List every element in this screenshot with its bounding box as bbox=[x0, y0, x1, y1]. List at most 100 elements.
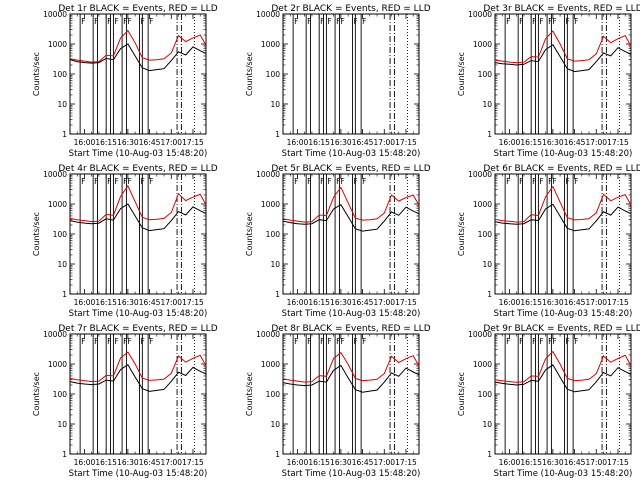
flag-marker: F bbox=[114, 17, 118, 26]
events-series-line bbox=[494, 43, 632, 73]
flag-marker: F bbox=[565, 177, 569, 186]
flag-marker: F bbox=[107, 177, 111, 186]
x-tick-label: 16:00 bbox=[74, 138, 96, 147]
flag-marker: F bbox=[539, 337, 543, 346]
x-tick-label: 16:45 bbox=[352, 458, 374, 467]
x-tick-label: 16:00 bbox=[74, 298, 96, 307]
x-tick-label: 17:00 bbox=[585, 458, 607, 467]
x-tick-label: 16:30 bbox=[117, 298, 139, 307]
flag-marker: F bbox=[127, 177, 131, 186]
lld-series-line bbox=[494, 30, 632, 64]
y-tick-label: 1 bbox=[275, 130, 280, 139]
flag-marker: F bbox=[336, 177, 340, 186]
detector-panel-8: Det 8r BLACK = Events, RED = LLD 1 10 100 10… bbox=[245, 324, 431, 479]
lld-series-line bbox=[282, 186, 420, 223]
flag-marker: F bbox=[127, 17, 131, 26]
plot-frame bbox=[494, 333, 632, 455]
flag-marker: F bbox=[362, 177, 366, 186]
y-tick-label: 100 bbox=[53, 230, 68, 239]
flag-marker: F bbox=[336, 337, 340, 346]
y-tick-label: 1000 bbox=[261, 40, 280, 49]
flag-marker: F bbox=[552, 17, 556, 26]
flag-marker: F bbox=[81, 177, 85, 186]
flag-marker: F bbox=[506, 337, 510, 346]
x-axis-label: Start Time (10-Aug-03 15:48:20) bbox=[69, 469, 208, 479]
flag-marker: F bbox=[565, 337, 569, 346]
y-axis-label: Counts/sec bbox=[457, 52, 466, 96]
flag-marker: F bbox=[81, 17, 85, 26]
lld-series-line bbox=[494, 350, 632, 383]
x-axis-label: Start Time (10-Aug-03 15:48:20) bbox=[69, 149, 208, 159]
x-tick-label: 17:00 bbox=[373, 298, 395, 307]
y-tick-label: 10 bbox=[482, 260, 492, 269]
y-tick-label: 100 bbox=[266, 70, 281, 79]
flag-marker: F bbox=[548, 337, 552, 346]
flag-marker: F bbox=[327, 17, 331, 26]
x-tick-label: 16:45 bbox=[352, 138, 374, 147]
y-tick-label: 1 bbox=[62, 130, 67, 139]
x-tick-label: 17:15 bbox=[182, 298, 204, 307]
y-tick-label: 1 bbox=[487, 130, 492, 139]
lld-series-line bbox=[69, 29, 207, 63]
x-tick-label: 17:15 bbox=[607, 298, 629, 307]
flag-marker: F bbox=[320, 337, 324, 346]
flag-marker: F bbox=[539, 177, 543, 186]
detector-panel-5: Det 5r BLACK = Events, RED = LLD 1 10 100 10… bbox=[245, 164, 431, 319]
flag-marker: F bbox=[307, 337, 311, 346]
events-series-line bbox=[69, 43, 207, 72]
panel-title: Det 4r BLACK = Events, RED = LLD bbox=[58, 164, 217, 174]
y-axis-label: Counts/sec bbox=[32, 52, 41, 96]
x-tick-label: 16:30 bbox=[117, 458, 139, 467]
events-series-line bbox=[282, 364, 420, 393]
flag-marker: F bbox=[127, 337, 131, 346]
flag-marker: F bbox=[362, 337, 366, 346]
flag-marker: F bbox=[114, 337, 118, 346]
flag-marker: F bbox=[123, 177, 127, 186]
y-tick-label: 100 bbox=[266, 390, 281, 399]
y-tick-label: 100 bbox=[478, 390, 493, 399]
y-tick-label: 1000 bbox=[261, 200, 280, 209]
flag-marker: F bbox=[548, 177, 552, 186]
y-tick-label: 1000 bbox=[48, 360, 67, 369]
flag-marker: F bbox=[320, 17, 324, 26]
x-tick-label: 16:45 bbox=[139, 138, 161, 147]
x-tick-label: 17:15 bbox=[182, 138, 204, 147]
plot-frame bbox=[494, 173, 632, 295]
x-tick-label: 16:15 bbox=[308, 298, 330, 307]
events-series-line bbox=[69, 363, 207, 392]
x-tick-label: 16:15 bbox=[95, 138, 117, 147]
y-tick-label: 10000 bbox=[256, 170, 280, 179]
x-axis-label: Start Time (10-Aug-03 15:48:20) bbox=[282, 309, 421, 319]
flag-marker: F bbox=[294, 337, 298, 346]
x-axis-label: Start Time (10-Aug-03 15:48:20) bbox=[494, 309, 633, 319]
x-tick-label: 17:00 bbox=[585, 138, 607, 147]
y-tick-label: 10 bbox=[57, 260, 67, 269]
y-tick-label: 10000 bbox=[256, 10, 280, 19]
flag-marker: F bbox=[149, 17, 153, 26]
x-tick-label: 16:15 bbox=[520, 298, 542, 307]
flag-marker: F bbox=[340, 177, 344, 186]
plot-frame bbox=[494, 13, 632, 135]
events-series-line bbox=[494, 364, 632, 393]
panel-title: Det 3r BLACK = Events, RED = LLD bbox=[483, 4, 640, 14]
x-tick-label: 16:45 bbox=[352, 298, 374, 307]
detector-panel-4: Det 4r BLACK = Events, RED = LLD 1 10 100 10… bbox=[32, 164, 218, 319]
y-axis-label: Counts/sec bbox=[245, 52, 254, 96]
x-tick-label: 16:15 bbox=[308, 458, 330, 467]
x-tick-label: 16:15 bbox=[95, 458, 117, 467]
x-tick-label: 16:30 bbox=[542, 138, 564, 147]
flag-marker: F bbox=[532, 337, 536, 346]
y-tick-label: 10000 bbox=[43, 170, 67, 179]
flag-marker: F bbox=[519, 337, 523, 346]
flag-marker: F bbox=[327, 177, 331, 186]
flag-marker: F bbox=[532, 17, 536, 26]
flag-marker: F bbox=[107, 17, 111, 26]
x-tick-label: 17:15 bbox=[395, 138, 417, 147]
x-tick-label: 16:30 bbox=[330, 138, 352, 147]
y-tick-label: 1 bbox=[62, 290, 67, 299]
y-tick-label: 1000 bbox=[473, 360, 492, 369]
x-tick-label: 17:00 bbox=[373, 458, 395, 467]
flag-marker: F bbox=[336, 17, 340, 26]
